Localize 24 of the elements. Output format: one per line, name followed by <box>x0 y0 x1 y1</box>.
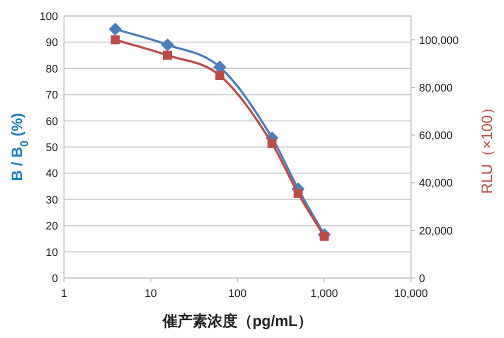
y2-tick-label: 100,000 <box>419 34 459 47</box>
y-tick-label: 10 <box>46 246 58 259</box>
x-tick-label: 1,000 <box>310 288 338 300</box>
y2-tick-label: 80,000 <box>419 82 453 94</box>
y-tick-label: 90 <box>46 37 58 50</box>
x-axis-title: 催产素浓度（pg/mL） <box>162 312 312 330</box>
x-tick-label: 1 <box>60 288 68 300</box>
y-tick-label: 50 <box>46 142 58 154</box>
y-tick-label: 30 <box>46 194 58 206</box>
y2-tick-label: 20,000 <box>419 225 453 238</box>
y2-tick-label: 0 <box>419 273 426 285</box>
y2-tick-label: 60,000 <box>419 130 453 142</box>
y-tick-label: 20 <box>46 220 58 233</box>
x-tick-label: 10,000 <box>394 288 428 300</box>
y-tick-label: 0 <box>52 273 58 285</box>
y-tick-label: 60 <box>46 116 58 128</box>
y-tick-label: 70 <box>46 90 58 102</box>
y-tick-label: 40 <box>46 168 58 180</box>
x-tick-label: 100 <box>228 288 247 300</box>
y2-tick-label: 40,000 <box>419 178 453 190</box>
x-tick-label: 10 <box>144 288 157 300</box>
y-tick-label: 80 <box>46 63 58 76</box>
y2-axis-title: RLU（×100） <box>479 100 496 194</box>
y-tick-label: 100 <box>40 11 58 23</box>
